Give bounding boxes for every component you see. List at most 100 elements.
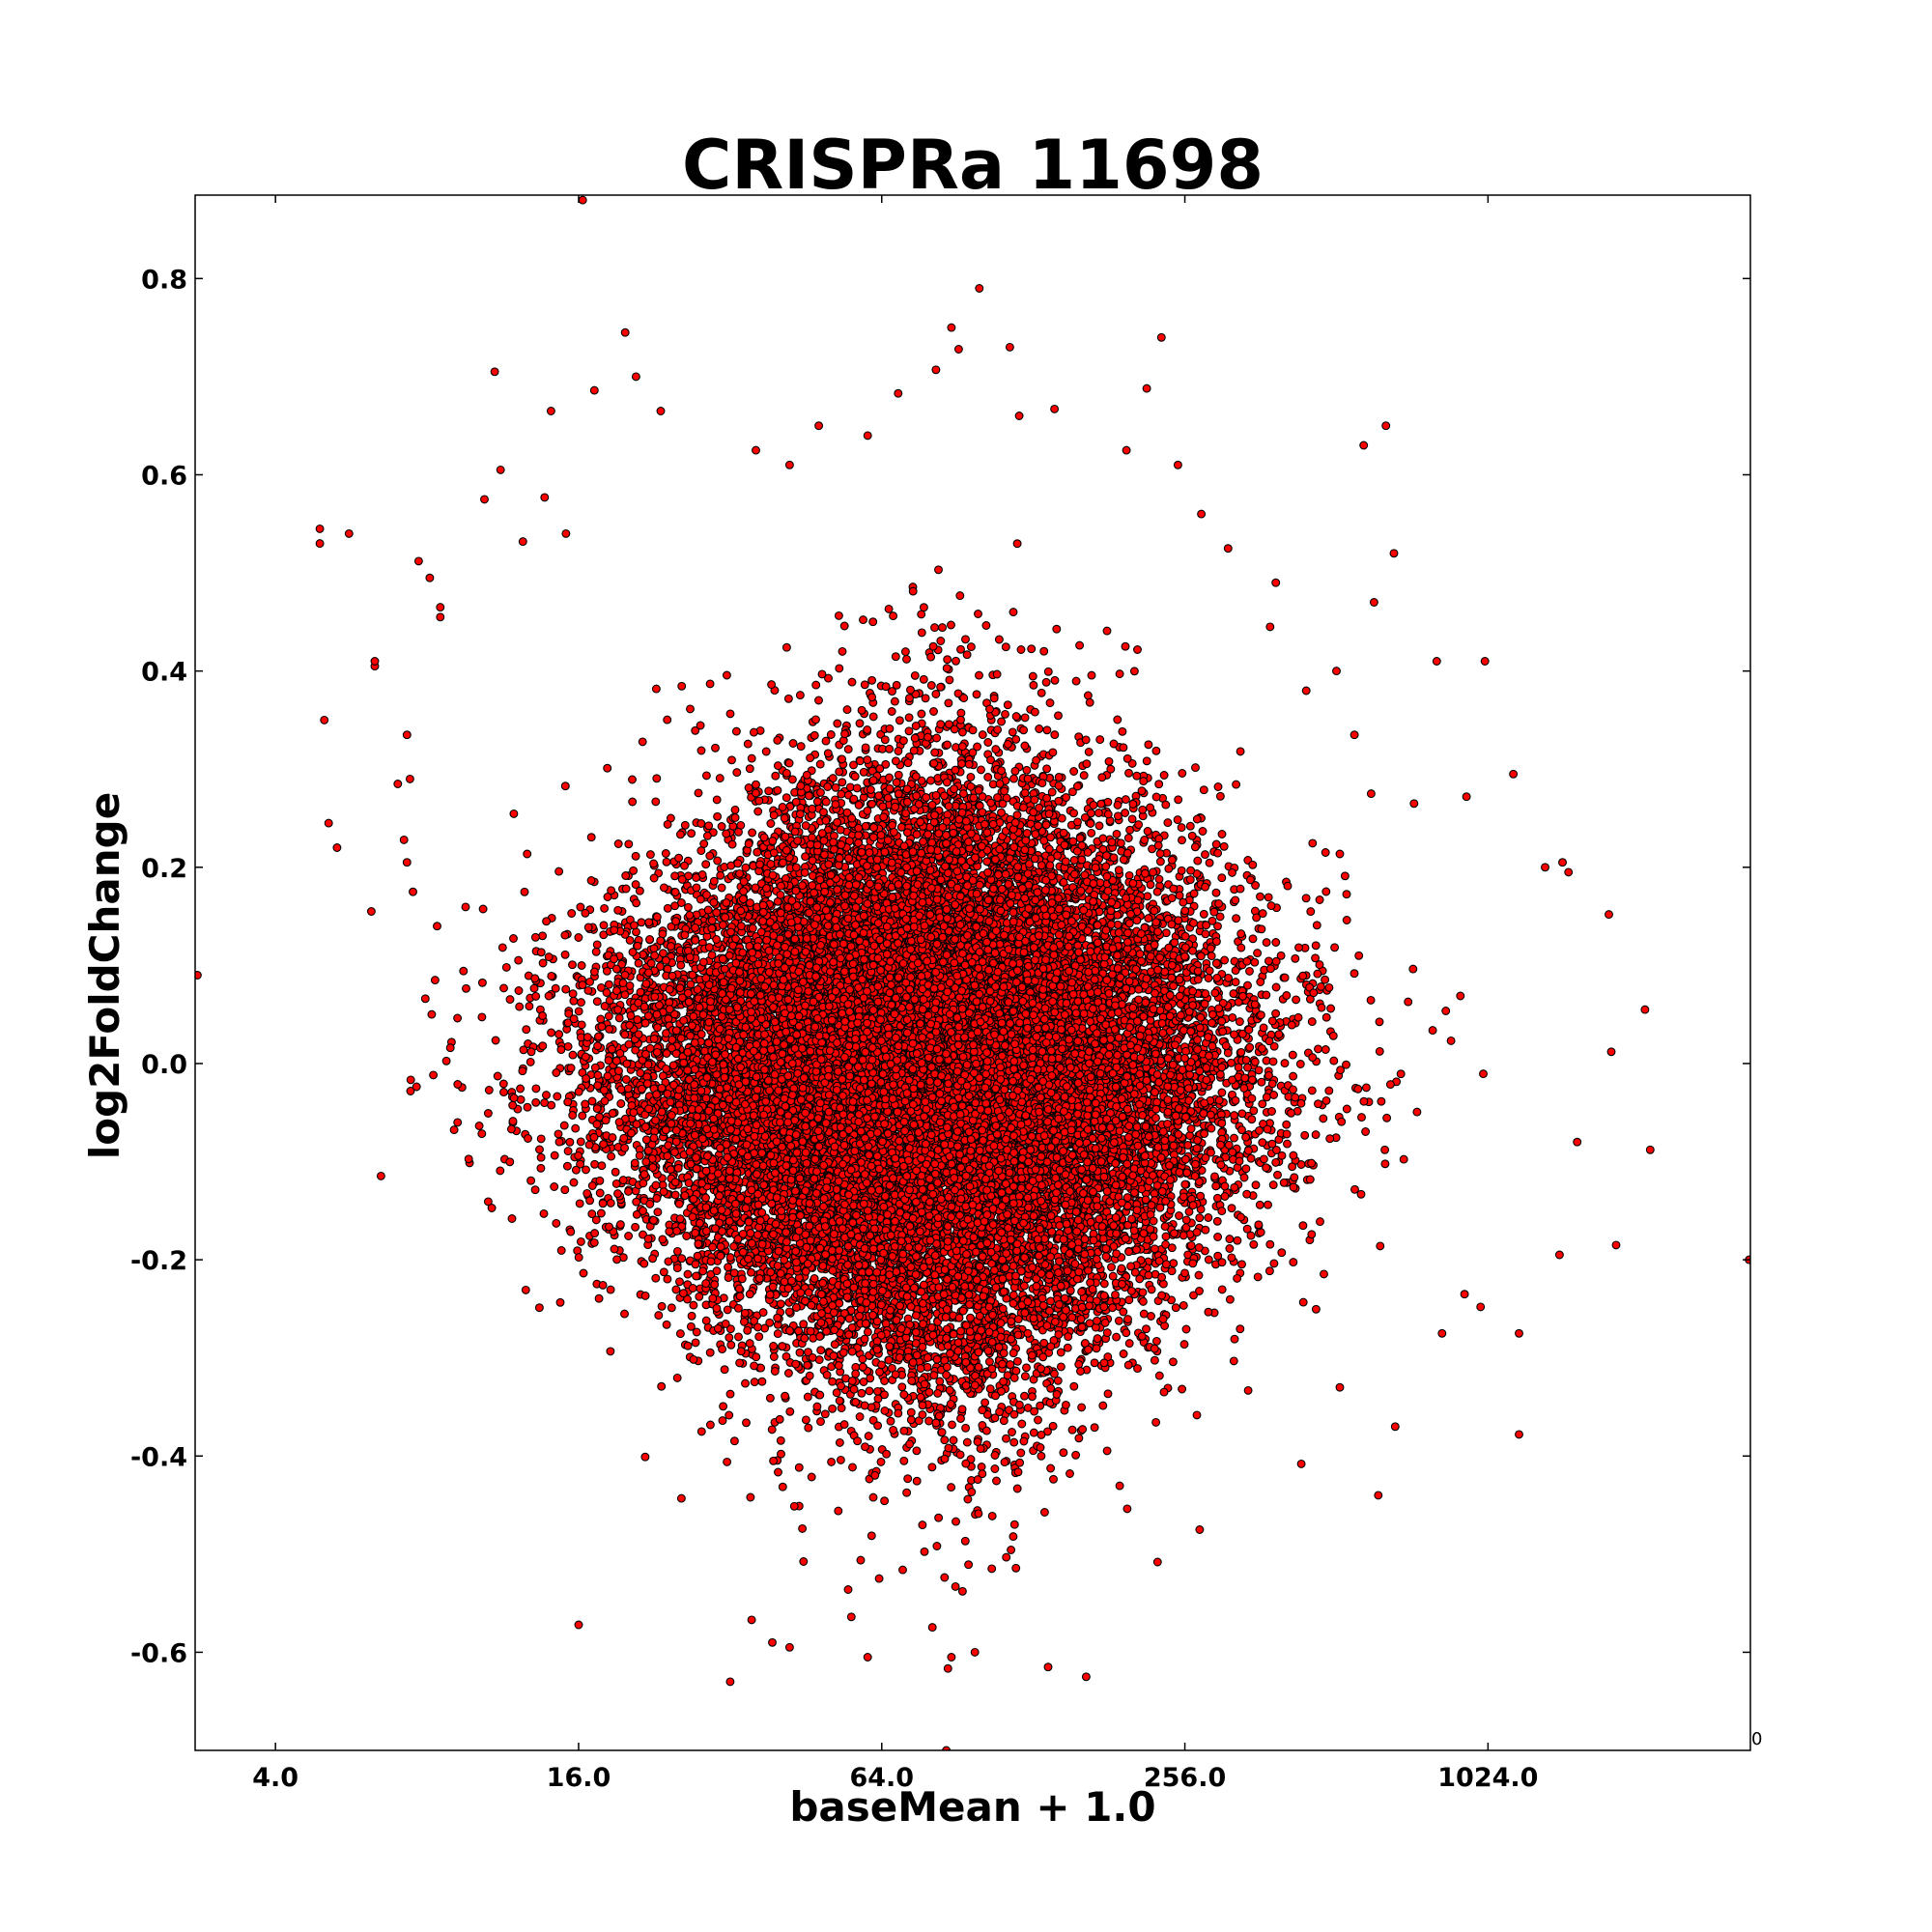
data-point — [1195, 1213, 1205, 1223]
data-point — [604, 980, 613, 989]
data-point — [1016, 645, 1026, 654]
data-point — [864, 1432, 873, 1441]
data-point — [1376, 1241, 1385, 1251]
data-point — [675, 1329, 685, 1339]
data-point — [966, 772, 976, 781]
data-point — [1225, 1294, 1235, 1304]
data-point — [1217, 1088, 1227, 1097]
data-point — [554, 1030, 564, 1039]
data-point — [887, 707, 896, 716]
data-point — [821, 736, 831, 746]
data-point — [1307, 1086, 1317, 1095]
data-point — [713, 856, 723, 866]
data-point — [1178, 769, 1187, 778]
data-point — [1375, 1017, 1384, 1027]
data-point — [1230, 1133, 1238, 1143]
data-point — [1118, 726, 1127, 736]
data-point — [559, 1121, 569, 1130]
data-point — [677, 681, 687, 691]
data-point — [624, 839, 634, 849]
data-point — [687, 829, 696, 838]
data-point — [940, 1573, 950, 1582]
data-point — [834, 611, 843, 620]
data-point — [972, 690, 981, 699]
data-point — [1049, 1474, 1058, 1484]
data-point — [1185, 821, 1195, 831]
data-point — [943, 655, 952, 665]
data-point — [1178, 836, 1186, 845]
data-point — [1042, 764, 1052, 774]
data-point — [951, 1581, 960, 1591]
data-point — [890, 696, 899, 706]
data-point — [725, 1389, 735, 1399]
data-point — [1009, 1520, 1019, 1529]
scatter-points — [195, 195, 1750, 1750]
data-point — [1321, 1045, 1330, 1054]
data-point — [796, 742, 806, 752]
data-point — [1071, 1450, 1081, 1460]
data-point — [1236, 943, 1246, 952]
data-point — [577, 998, 585, 1008]
data-point — [1311, 941, 1321, 951]
data-point — [1198, 827, 1208, 836]
data-point — [635, 886, 644, 895]
data-point — [934, 565, 943, 575]
data-point — [804, 1423, 813, 1433]
data-point — [576, 1236, 585, 1246]
data-point — [1142, 756, 1151, 766]
data-point — [1235, 1017, 1244, 1027]
data-point — [1139, 1309, 1149, 1319]
data-point — [705, 679, 715, 689]
data-point — [1271, 982, 1281, 992]
data-point — [1248, 934, 1258, 944]
data-point — [420, 994, 430, 1004]
data-point — [1042, 725, 1052, 735]
data-point — [1315, 895, 1324, 904]
data-point — [799, 1557, 809, 1566]
chart-title: CRISPRa 11698 — [682, 126, 1264, 205]
data-point — [964, 1560, 974, 1570]
data-point — [919, 674, 928, 684]
data-point — [1350, 969, 1359, 979]
data-point — [1249, 1239, 1259, 1249]
data-point — [498, 1079, 508, 1089]
data-point — [1301, 894, 1311, 903]
data-point — [520, 887, 529, 896]
data-point — [745, 764, 754, 774]
data-point — [1179, 1300, 1188, 1310]
data-point — [568, 1050, 578, 1060]
data-point — [891, 652, 900, 662]
data-point — [827, 1457, 837, 1466]
data-point — [952, 1517, 960, 1526]
data-point — [550, 1151, 559, 1160]
data-point — [861, 743, 870, 753]
data-point — [554, 867, 564, 876]
data-point — [729, 1241, 739, 1251]
data-point — [799, 1320, 809, 1329]
data-point — [544, 952, 554, 962]
data-point — [567, 909, 577, 918]
data-point — [886, 1416, 895, 1426]
data-point — [1236, 1324, 1245, 1334]
data-point — [569, 1178, 579, 1187]
data-point — [1008, 1428, 1016, 1436]
data-point — [519, 1045, 528, 1055]
data-point — [1121, 641, 1130, 651]
data-point — [977, 1463, 986, 1471]
data-point — [1041, 677, 1051, 687]
data-point — [726, 1340, 736, 1350]
data-point — [884, 1355, 894, 1365]
data-point — [1020, 1372, 1030, 1381]
data-point — [962, 650, 972, 660]
data-point — [1243, 1385, 1253, 1395]
data-point — [686, 704, 695, 714]
data-point — [1330, 943, 1340, 952]
data-point — [1253, 949, 1263, 958]
data-point — [987, 1511, 997, 1520]
data-point — [562, 1161, 572, 1171]
data-point — [1245, 966, 1254, 976]
data-point — [932, 1542, 942, 1550]
data-point — [1143, 892, 1152, 901]
data-point — [773, 1329, 782, 1339]
